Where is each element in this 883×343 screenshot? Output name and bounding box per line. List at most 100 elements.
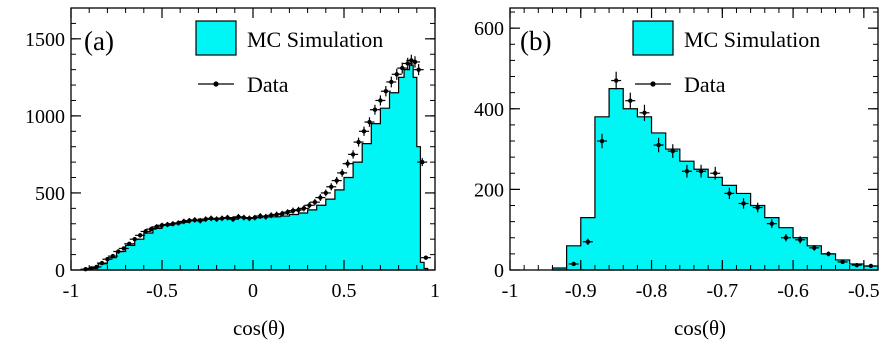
data-point: [383, 89, 389, 94]
data-point: [367, 119, 372, 125]
data-point: [405, 61, 410, 66]
data-point: [192, 217, 197, 223]
data-point: [301, 206, 307, 211]
x-tick-label: 0: [248, 280, 258, 302]
panel-label: (b): [520, 26, 551, 56]
data-point: [208, 216, 214, 221]
data-point: [143, 229, 148, 234]
data-point: [137, 233, 143, 238]
data-point: [585, 239, 591, 244]
data-point: [394, 72, 399, 77]
data-point: [416, 67, 421, 72]
data-point: [290, 208, 296, 213]
data-point: [148, 226, 154, 232]
data-point: [203, 216, 208, 222]
data-point: [307, 203, 312, 208]
x-tick-label: -0.9: [565, 280, 597, 302]
data-point: [656, 142, 661, 148]
data-point: [127, 241, 132, 246]
y-tick-label: 500: [35, 183, 65, 205]
data-point: [181, 219, 187, 224]
x-tick-label: -0.5: [146, 280, 178, 302]
data-point: [698, 169, 704, 174]
data-point: [187, 218, 192, 223]
data-point: [350, 152, 356, 157]
data-point: [684, 169, 690, 174]
data-point: [797, 237, 803, 242]
data-point: [628, 98, 633, 103]
data-point: [613, 78, 619, 83]
data-point: [400, 65, 405, 71]
data-point: [230, 216, 236, 222]
data-point: [105, 257, 110, 262]
data-point: [670, 148, 675, 154]
data-point: [99, 260, 105, 266]
data-point: [318, 195, 323, 200]
y-tick-label: 0: [55, 260, 65, 282]
data-point: [329, 184, 334, 189]
data-point: [110, 253, 116, 259]
data-point: [121, 246, 126, 251]
y-tick-label: 600: [474, 18, 504, 40]
data-point: [241, 215, 247, 220]
x-tick-label: -0.8: [636, 280, 668, 302]
data-point: [94, 264, 99, 270]
legend-data-label: Data: [684, 72, 726, 97]
data-point: [247, 216, 252, 221]
data-point: [258, 213, 263, 219]
data-point: [274, 212, 279, 217]
data-point: [571, 261, 576, 267]
legend-data-marker: [213, 81, 219, 87]
data-point: [214, 216, 219, 222]
x-tick-label: 0.5: [332, 280, 357, 302]
data-point: [323, 190, 328, 196]
data-point: [378, 98, 383, 103]
data-point: [868, 263, 874, 269]
data-point: [755, 205, 760, 210]
x-tick-label: -1: [502, 280, 519, 302]
data-point: [741, 201, 746, 206]
y-tick-label: 400: [474, 99, 504, 121]
data-point: [345, 161, 350, 166]
x-axis-title: cos(θ): [233, 316, 285, 340]
data-point: [372, 107, 378, 112]
legend-data-marker: [650, 81, 656, 87]
data-point: [219, 216, 225, 221]
data-point: [727, 191, 732, 196]
data-point: [854, 262, 859, 268]
data-point: [116, 249, 121, 254]
data-point: [642, 110, 647, 116]
x-axis-title: cos(θ): [674, 316, 726, 340]
data-point: [423, 255, 429, 260]
x-tick-label: -0.7: [706, 280, 738, 302]
data-point: [236, 214, 241, 220]
data-point: [713, 171, 718, 176]
x-tick-label: -0.5: [848, 280, 880, 302]
data-point: [840, 259, 845, 265]
legend-mc-swatch: [632, 20, 674, 56]
y-tick-label: 1500: [25, 29, 65, 51]
legend-mc-label: MC Simulation: [684, 27, 820, 52]
data-point: [769, 221, 775, 226]
legend-mc-swatch: [195, 20, 237, 56]
data-point: [339, 170, 345, 176]
data-point: [312, 199, 318, 205]
legend-data-label: Data: [247, 72, 289, 97]
data-point: [159, 223, 165, 228]
x-tick-label: -1: [63, 280, 80, 302]
data-point: [356, 139, 361, 145]
data-point: [826, 251, 831, 257]
data-point: [83, 267, 88, 272]
data-point: [165, 222, 170, 227]
x-tick-label: -0.6: [777, 280, 809, 302]
data-point: [269, 213, 274, 218]
data-point: [361, 129, 367, 134]
legend-mc-label: MC Simulation: [247, 27, 383, 52]
y-tick-label: 200: [474, 179, 504, 201]
data-point: [412, 59, 418, 65]
panel-label: (a): [84, 26, 114, 56]
panel-a: -1 -0.5 0 0.5 1 0 500 1000 1500 cos(θ) (a) MC Simul…: [25, 7, 440, 340]
panel-b: -1 -0.9 -0.8 -0.7 -0.6 -0.5 0 200 400 600 cos(θ) (b…: [474, 7, 880, 340]
data-point: [389, 79, 394, 85]
